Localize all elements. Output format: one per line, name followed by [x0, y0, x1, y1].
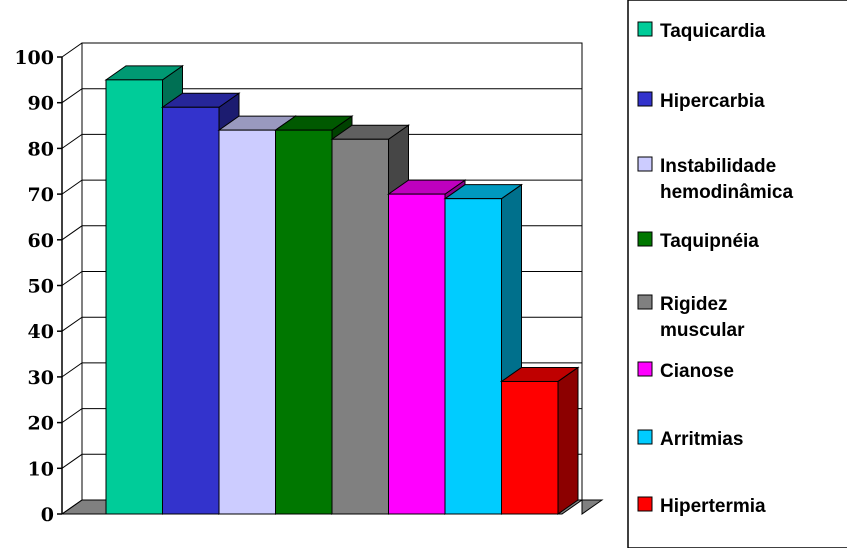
bar-front: [331, 138, 389, 515]
legend-entry: Cianose: [637, 361, 734, 382]
legend-entry: Rigidez muscular: [637, 294, 745, 341]
legend-entry: Hipertermia: [637, 496, 766, 517]
legend-box: [627, 0, 847, 548]
bars: [104, 64, 580, 515]
bar-front: [218, 129, 276, 515]
legend-label: Cianose: [660, 361, 734, 382]
floor-right: [581, 499, 604, 515]
bar-front: [388, 193, 446, 515]
legend-label: Taquipnéia: [660, 231, 759, 252]
y-tick-label: 100: [14, 47, 54, 69]
legend-swatch: [637, 294, 653, 310]
y-tick-label: 70: [28, 184, 54, 206]
bar: [499, 366, 580, 515]
legend-swatch: [637, 21, 653, 37]
legend-label: hemodinâmica: [660, 182, 793, 203]
y-tick-label: 0: [41, 504, 54, 526]
y-tick-label: 80: [28, 138, 54, 160]
y-axis: 0 10 20 30 40 50 60 70 80 90 100: [14, 47, 63, 526]
bar-front: [275, 129, 333, 515]
bar-front: [105, 79, 163, 515]
legend-label: Taquicardia: [660, 21, 766, 42]
y-tick-label: 30: [28, 367, 54, 389]
gridline: [61, 42, 582, 58]
y-tick-label: 60: [28, 230, 54, 252]
legend-label: Hipertermia: [660, 496, 766, 517]
legend-label: Arritmias: [660, 429, 743, 450]
gridline: [61, 88, 582, 104]
floor-edge: [61, 499, 83, 515]
bar-front: [444, 198, 502, 515]
y-tick-label: 20: [28, 413, 54, 435]
legend-swatch: [637, 231, 653, 247]
legend-entry: Taquipnéia: [637, 231, 759, 252]
legend-label: Instabilidade: [660, 156, 776, 177]
legend-entry: Instabilidade hemodinâmica: [637, 156, 793, 203]
y-tick-label: 40: [28, 321, 54, 343]
y-tick-label: 50: [28, 276, 54, 298]
legend-swatch: [637, 156, 653, 172]
legend-swatch: [637, 361, 653, 377]
legend-entry: Taquicardia: [637, 21, 766, 42]
gridline: [61, 133, 582, 149]
legend-swatch: [637, 91, 653, 107]
legend-entry: Hipercarbia: [637, 91, 765, 112]
legend-swatch: [637, 429, 653, 445]
legend-label: Hipercarbia: [660, 91, 765, 112]
y-tick-label: 90: [28, 93, 54, 115]
legend-label: muscular: [660, 320, 745, 341]
legend-label: Rigidez: [660, 294, 728, 315]
bar-front: [501, 380, 559, 515]
legend-swatch: [637, 496, 653, 512]
bar-front: [162, 106, 220, 515]
legend: Taquicardia Hipercarbia Instabilidade hemod…: [627, 0, 847, 548]
legend-entry: Arritmias: [637, 429, 743, 450]
y-tick-label: 10: [28, 458, 54, 480]
bar-side: [557, 366, 579, 515]
